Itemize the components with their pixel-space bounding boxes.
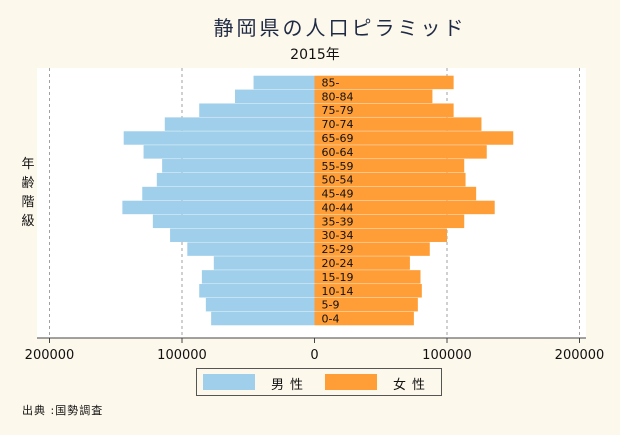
bars: [122, 75, 514, 326]
age-label: 30-34: [322, 229, 354, 242]
bar-male-75-79: [199, 103, 315, 117]
bar-female-75-79: [314, 103, 454, 117]
age-label: 85-: [322, 76, 340, 89]
bar-female-40-44: [314, 200, 495, 215]
age-labels: 0-45-910-1415-1920-2425-2930-3435-3940-4…: [322, 76, 354, 325]
chart-title: 静岡県の人口ピラミッド: [213, 16, 467, 40]
age-label: 70-74: [322, 118, 354, 131]
age-label: 5-9: [322, 299, 340, 312]
legend-label-female: 女性: [393, 378, 432, 393]
legend-label-male: 男性: [271, 378, 310, 393]
bar-female-15-19: [314, 270, 421, 284]
age-label: 55-59: [322, 160, 354, 173]
bar-female-10-14: [314, 284, 422, 298]
bar-male-35-39: [152, 214, 315, 229]
age-label: 0-4: [322, 313, 340, 326]
bar-male-5-9: [205, 297, 315, 312]
x-tick-label: 200000: [555, 348, 605, 363]
chart-subtitle: 2015年: [290, 47, 340, 63]
bar-male-45-49: [142, 186, 315, 201]
bar-male-15-19: [201, 270, 315, 284]
y-axis-label: 年齢階級: [21, 157, 35, 229]
legend-swatch-female: [325, 374, 377, 390]
legend-swatch-male: [203, 374, 255, 390]
age-label: 20-24: [322, 257, 354, 270]
age-label: 50-54: [322, 174, 354, 187]
bar-female-25-29: [314, 242, 430, 256]
age-label: 10-14: [322, 285, 354, 298]
bar-female-50-54: [314, 172, 466, 187]
bar-female-55-59: [314, 159, 465, 173]
bar-male-50-54: [156, 172, 315, 187]
legend: 男性 女性: [196, 368, 442, 396]
bar-male-60-64: [143, 145, 315, 159]
bar-female-35-39: [314, 214, 465, 229]
bar-female-20-24: [314, 256, 410, 270]
bar-female-65-69: [314, 131, 514, 145]
bar-male-65-69: [123, 131, 315, 145]
bar-male-30-34: [170, 228, 315, 242]
age-label: 80-84: [322, 90, 354, 103]
bar-female-80-84: [314, 89, 433, 104]
bar-female-30-34: [314, 228, 447, 242]
x-tick-label: 100000: [422, 348, 472, 363]
bar-male-55-59: [162, 159, 315, 173]
age-label: 15-19: [322, 271, 354, 284]
bar-female-5-9: [314, 297, 418, 312]
bar-female-60-64: [314, 145, 487, 159]
age-label: 25-29: [322, 243, 354, 256]
bar-male-0-4: [211, 311, 315, 326]
bar-male-25-29: [187, 242, 315, 256]
source-note: 出典 :国勢調査: [22, 404, 104, 417]
bar-male-40-44: [122, 200, 315, 215]
bar-male-70-74: [164, 117, 315, 131]
bar-female-45-49: [314, 186, 477, 201]
bar-female-85-: [314, 75, 454, 90]
bar-male-10-14: [199, 284, 315, 298]
bar-male-80-84: [235, 89, 315, 104]
x-tick-label: 100000: [157, 348, 207, 363]
age-label: 60-64: [322, 146, 354, 159]
age-label: 75-79: [322, 104, 354, 117]
bar-male-85-: [253, 75, 315, 90]
bar-male-20-24: [213, 256, 315, 270]
age-label: 40-44: [322, 201, 354, 214]
x-tick-label: 0: [310, 348, 318, 363]
x-tick-label: 200000: [25, 348, 75, 363]
x-axis-ticks: 200000 100000 0 100000 200000: [25, 338, 605, 363]
age-label: 65-69: [322, 132, 354, 145]
bar-female-70-74: [314, 117, 482, 131]
age-label: 35-39: [322, 215, 354, 228]
age-label: 45-49: [322, 188, 354, 201]
bar-female-0-4: [314, 311, 414, 326]
